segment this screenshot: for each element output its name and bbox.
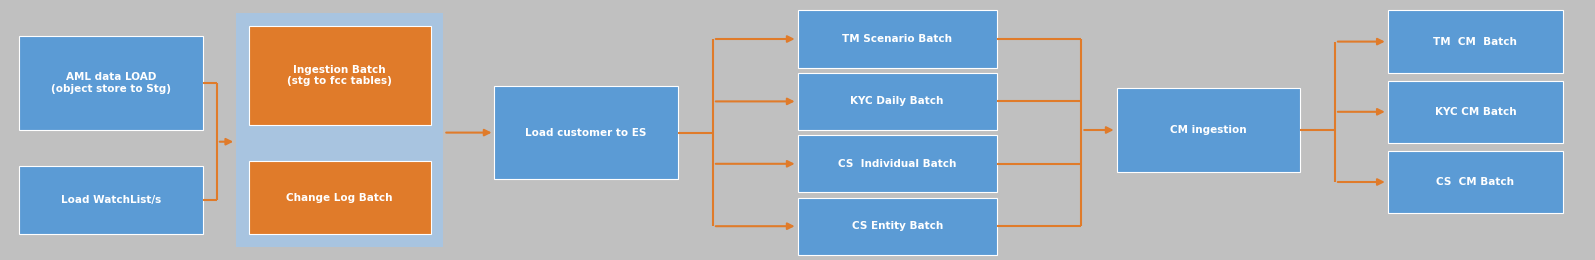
FancyBboxPatch shape — [798, 198, 997, 255]
FancyBboxPatch shape — [1116, 88, 1300, 172]
Text: CM ingestion: CM ingestion — [1169, 125, 1247, 135]
FancyBboxPatch shape — [798, 10, 997, 68]
Text: TM Scenario Batch: TM Scenario Batch — [842, 34, 952, 44]
FancyBboxPatch shape — [494, 86, 678, 179]
FancyBboxPatch shape — [19, 36, 203, 130]
Text: Change Log Batch: Change Log Batch — [287, 193, 392, 203]
FancyBboxPatch shape — [249, 161, 431, 234]
Text: TM  CM  Batch: TM CM Batch — [1434, 37, 1517, 47]
FancyBboxPatch shape — [236, 13, 443, 247]
Text: KYC Daily Batch: KYC Daily Batch — [850, 96, 944, 106]
Text: CS  CM Batch: CS CM Batch — [1437, 177, 1514, 187]
FancyBboxPatch shape — [798, 135, 997, 192]
FancyBboxPatch shape — [798, 73, 997, 130]
Text: Load customer to ES: Load customer to ES — [525, 128, 648, 138]
Text: CS  Individual Batch: CS Individual Batch — [837, 159, 957, 169]
Text: AML data LOAD
(object store to Stg): AML data LOAD (object store to Stg) — [51, 72, 171, 94]
Text: Ingestion Batch
(stg to fcc tables): Ingestion Batch (stg to fcc tables) — [287, 64, 392, 86]
FancyBboxPatch shape — [1388, 10, 1563, 73]
Text: CS Entity Batch: CS Entity Batch — [852, 221, 943, 231]
FancyBboxPatch shape — [1388, 81, 1563, 143]
Text: Load WatchList/s: Load WatchList/s — [61, 195, 161, 205]
FancyBboxPatch shape — [1388, 151, 1563, 213]
FancyBboxPatch shape — [249, 26, 431, 125]
Text: KYC CM Batch: KYC CM Batch — [1434, 107, 1517, 117]
FancyBboxPatch shape — [19, 166, 203, 234]
